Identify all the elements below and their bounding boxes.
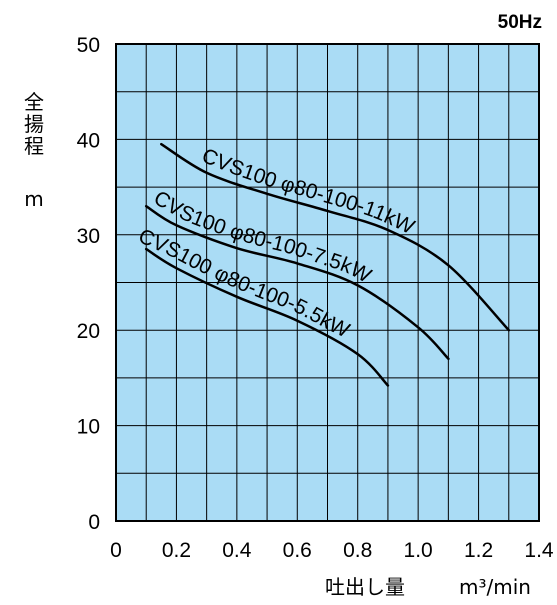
x-axis-unit: m³/min <box>459 575 531 599</box>
grid-lines <box>116 44 539 521</box>
y-axis-label-char-2: 揚 <box>24 112 44 136</box>
x-tick-label: 0 <box>110 539 122 562</box>
frequency-label: 50Hz <box>498 12 542 33</box>
y-axis-ticks: 0 10 20 30 40 50 <box>77 34 100 534</box>
x-tick-label: 0.4 <box>222 539 252 562</box>
x-tick-label: 1.2 <box>464 539 493 562</box>
x-tick-label: 0.8 <box>343 539 372 562</box>
y-tick-label: 50 <box>77 34 100 57</box>
y-tick-label: 40 <box>77 129 100 152</box>
y-tick-label: 30 <box>77 225 100 248</box>
y-axis-label-char-3: 程 <box>24 134 44 158</box>
x-tick-label: 1.4 <box>524 539 554 562</box>
x-axis-label: 吐出し量 <box>325 575 405 599</box>
y-axis-label-char-1: 全 <box>24 90 44 114</box>
x-tick-label: 1.0 <box>404 539 433 562</box>
y-axis-unit: m <box>24 187 43 211</box>
plot-frame <box>115 43 540 522</box>
curves <box>144 142 511 387</box>
x-tick-label: 0.2 <box>162 539 191 562</box>
y-tick-label: 0 <box>88 511 100 534</box>
curve-line <box>144 204 450 361</box>
curve-line <box>160 142 511 332</box>
x-tick-label: 0.6 <box>283 539 312 562</box>
curve-line <box>144 247 390 387</box>
y-tick-label: 10 <box>77 416 100 439</box>
y-tick-label: 20 <box>77 320 100 343</box>
x-axis-ticks: 0 0.2 0.4 0.6 0.8 1.0 1.2 1.4 <box>110 539 554 562</box>
